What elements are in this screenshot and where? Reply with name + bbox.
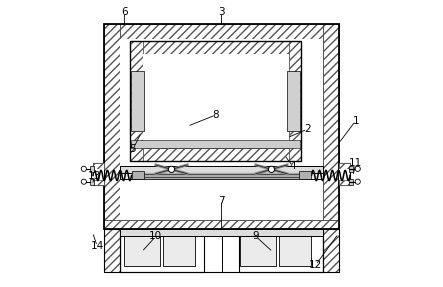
Bar [120, 229, 323, 236]
Text: 13: 13 [88, 171, 101, 181]
Text: 8: 8 [213, 110, 219, 120]
Bar [90, 179, 94, 185]
Bar [338, 169, 350, 180]
Bar [105, 229, 120, 272]
Circle shape [81, 179, 86, 184]
Bar [105, 229, 120, 272]
Bar [130, 41, 143, 161]
Bar [239, 229, 323, 272]
Bar [105, 220, 338, 229]
Bar [120, 166, 323, 173]
Text: 5: 5 [130, 144, 136, 154]
Bar [93, 164, 105, 185]
Bar [132, 71, 144, 131]
Bar [105, 24, 120, 229]
Bar [120, 39, 323, 220]
Text: 10: 10 [149, 231, 163, 241]
Text: 1: 1 [353, 116, 359, 126]
Bar [90, 166, 94, 172]
Bar [288, 71, 300, 131]
Bar [323, 229, 338, 272]
Bar [143, 54, 289, 148]
Bar [132, 172, 144, 179]
Bar [323, 229, 338, 272]
Circle shape [355, 179, 360, 184]
Text: 14: 14 [91, 241, 104, 251]
Text: 3: 3 [218, 7, 225, 17]
Bar [289, 41, 302, 161]
Text: 4: 4 [290, 161, 296, 171]
Text: 2: 2 [304, 124, 311, 134]
Text: 12: 12 [309, 260, 323, 270]
Bar [338, 164, 350, 185]
Bar [349, 179, 353, 185]
Circle shape [81, 166, 86, 171]
Bar [130, 41, 302, 54]
Bar [338, 164, 350, 169]
Text: 9: 9 [253, 231, 259, 241]
Bar [105, 24, 338, 39]
Bar [299, 172, 311, 179]
Bar [124, 236, 160, 266]
Bar [163, 236, 195, 266]
Bar [93, 169, 105, 180]
Bar [338, 180, 350, 185]
Circle shape [268, 166, 275, 172]
Bar [349, 166, 353, 172]
Bar [120, 39, 323, 166]
Text: 11: 11 [349, 158, 362, 168]
Bar [130, 148, 302, 161]
Bar [105, 24, 338, 229]
Bar [279, 236, 311, 266]
Bar [120, 229, 323, 272]
Bar [120, 229, 204, 272]
Circle shape [355, 166, 360, 171]
Bar [105, 24, 338, 229]
Bar [241, 236, 276, 266]
Bar [130, 41, 302, 161]
Text: 7: 7 [218, 196, 225, 205]
Text: 6: 6 [121, 7, 128, 17]
Bar [93, 164, 105, 169]
Bar [120, 173, 323, 179]
Circle shape [168, 166, 175, 172]
Bar [132, 140, 300, 148]
Bar [130, 41, 302, 161]
Bar [93, 180, 105, 185]
Bar [323, 24, 338, 229]
Bar [120, 173, 323, 220]
